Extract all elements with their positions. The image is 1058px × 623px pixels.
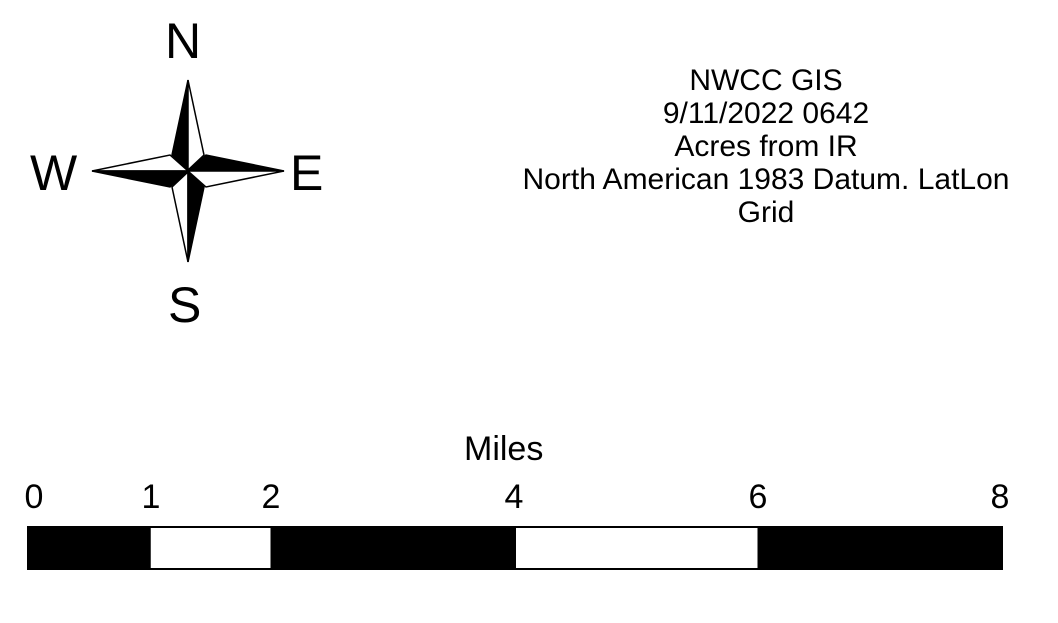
scale-tick-label: 0 [24,478,44,516]
scale-unit-label: Miles [464,430,544,468]
map-info-block: NWCC GIS 9/11/2022 0642 Acres from IR No… [450,64,1058,229]
scale-bar: Miles 0 1 2 4 6 8 [0,420,1058,590]
scale-segment [757,526,1003,570]
compass-label-north: N [165,13,202,69]
scale-segment [148,526,273,570]
info-date-time: 9/11/2022 0642 [662,97,870,130]
info-datum: North American 1983 Datum. LatLon [522,163,1010,196]
info-source: NWCC GIS [689,64,843,97]
compass-rose-icon [91,79,285,263]
scale-segment [27,526,151,570]
north-arrow: N W E S [0,0,380,340]
info-acres-source: Acres from IR [674,130,858,163]
scale-tick-label: 8 [990,478,1010,516]
scale-tick-label: 4 [504,478,524,516]
scale-bar-graphic [27,526,1003,570]
scale-segment [514,526,760,570]
compass-label-south: S [168,277,202,333]
info-grid: Grid [737,196,795,229]
scale-segment [270,526,516,570]
compass-label-west: W [30,145,78,201]
scale-tick-label: 6 [748,478,768,516]
compass-label-east: E [290,145,324,201]
scale-tick-label: 1 [141,478,161,516]
scale-tick-label: 2 [261,478,281,516]
